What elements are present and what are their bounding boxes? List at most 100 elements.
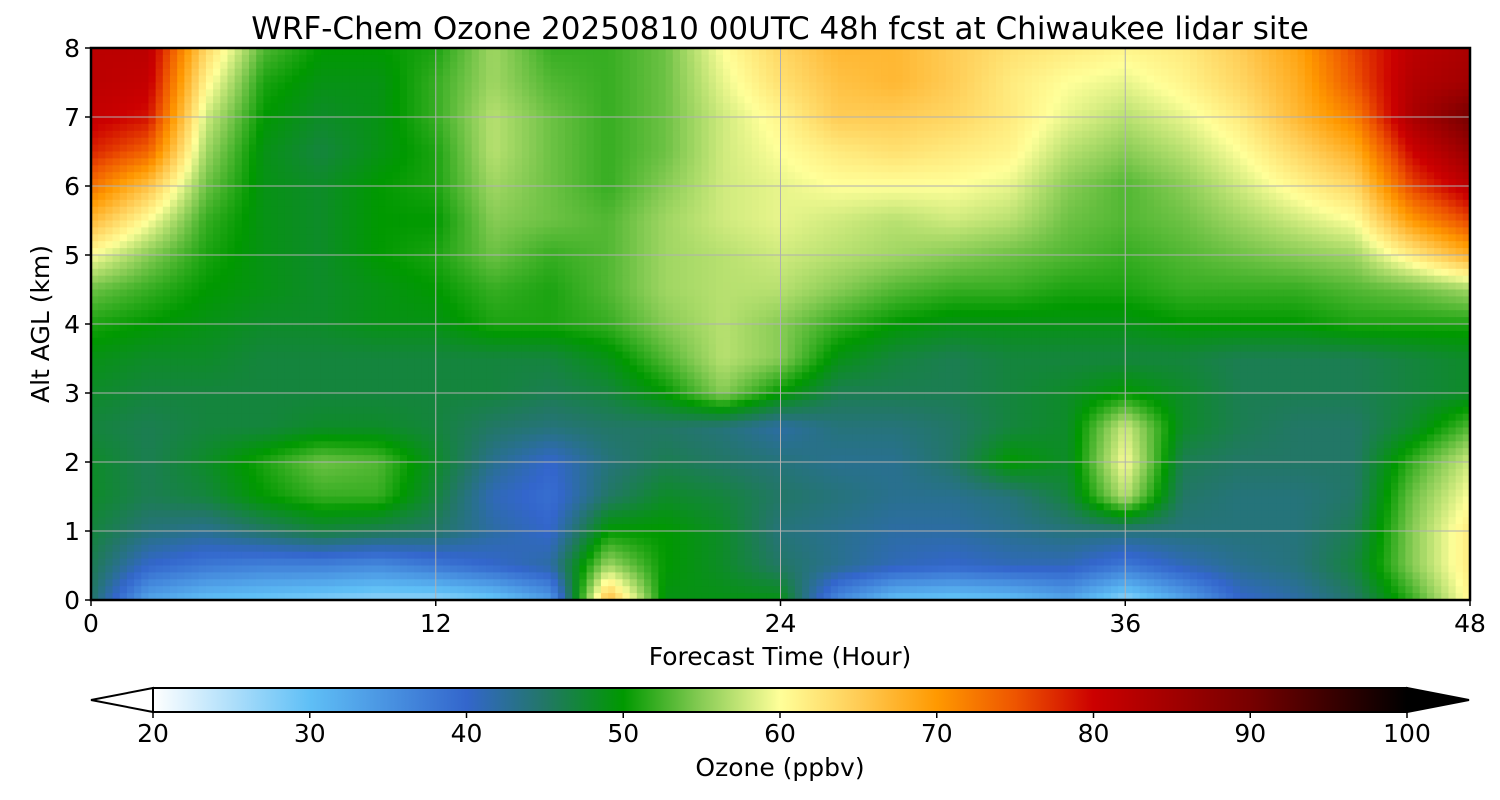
heatmap-cell xyxy=(1426,110,1435,118)
heatmap-cell xyxy=(1182,179,1191,187)
heatmap-cell xyxy=(938,110,947,118)
heatmap-cell xyxy=(198,96,207,104)
heatmap-cell xyxy=(119,103,128,111)
heatmap-cell xyxy=(256,75,264,84)
heatmap-cell xyxy=(213,82,221,90)
heatmap-cell xyxy=(1024,48,1033,56)
heatmap-cell xyxy=(191,186,200,194)
heatmap-cell xyxy=(837,82,846,90)
heatmap-cell xyxy=(205,123,214,132)
heatmap-cell xyxy=(1355,179,1363,187)
heatmap-cell xyxy=(442,186,451,194)
heatmap-cell xyxy=(1168,151,1177,159)
heatmap-cell xyxy=(486,48,494,56)
heatmap-cell xyxy=(744,158,753,166)
heatmap-cell xyxy=(1010,179,1019,187)
heatmap-cell xyxy=(565,165,573,173)
heatmap-cell xyxy=(744,199,753,208)
heatmap-cell xyxy=(442,151,451,159)
heatmap-cell xyxy=(220,89,229,97)
heatmap-cell xyxy=(694,172,703,180)
heatmap-cell xyxy=(1254,110,1263,118)
heatmap-cell xyxy=(328,151,336,159)
heatmap-cell xyxy=(866,96,875,104)
heatmap-cell xyxy=(435,75,444,84)
heatmap-cell xyxy=(105,165,114,173)
heatmap-cell xyxy=(924,89,932,97)
heatmap-cell xyxy=(773,172,782,180)
heatmap-cell xyxy=(421,130,430,139)
heatmap-cell xyxy=(873,199,882,208)
heatmap-cell xyxy=(787,151,796,159)
heatmap-cell xyxy=(644,68,652,77)
heatmap-cell xyxy=(1261,206,1270,215)
heatmap-cell xyxy=(1448,158,1457,166)
heatmap-cell xyxy=(988,48,997,56)
heatmap-cell xyxy=(134,68,142,77)
heatmap-cell xyxy=(414,48,422,56)
heatmap-cell xyxy=(924,68,932,77)
heatmap-cell xyxy=(737,151,746,159)
heatmap-cell xyxy=(715,172,724,180)
heatmap-cell xyxy=(1067,110,1076,118)
heatmap-cell xyxy=(888,54,897,63)
heatmap-cell xyxy=(1053,172,1062,180)
heatmap-cell xyxy=(845,144,853,153)
heatmap-cell xyxy=(234,179,243,187)
heatmap-cell xyxy=(1362,199,1371,208)
heatmap-cell xyxy=(1340,68,1349,77)
heatmap-cell xyxy=(1362,186,1371,194)
heatmap-cell xyxy=(629,96,638,104)
heatmap-cell xyxy=(1419,186,1428,194)
heatmap-cell xyxy=(98,199,106,208)
heatmap-cell xyxy=(349,206,358,215)
heatmap-cell xyxy=(1118,165,1126,173)
heatmap-cell xyxy=(349,89,358,97)
heatmap-cell xyxy=(608,192,616,201)
heatmap-cell xyxy=(270,206,279,215)
heatmap-cell xyxy=(737,213,746,222)
heatmap-cell xyxy=(916,68,925,77)
heatmap-cell xyxy=(392,61,401,70)
heatmap-cell xyxy=(363,179,372,187)
heatmap-cell xyxy=(198,144,207,153)
heatmap-cell xyxy=(1053,213,1062,222)
heatmap-cell xyxy=(1132,151,1141,159)
heatmap-cell xyxy=(421,165,430,173)
heatmap-cell xyxy=(356,151,365,159)
heatmap-cell xyxy=(600,68,609,77)
heatmap-cell xyxy=(780,137,789,146)
heatmap-cell xyxy=(931,165,940,173)
heatmap-cell xyxy=(1276,186,1284,194)
heatmap-cell xyxy=(1225,130,1234,139)
heatmap-cell xyxy=(1103,82,1112,90)
heatmap-cell xyxy=(586,96,595,104)
heatmap-cell xyxy=(586,192,595,201)
heatmap-cell xyxy=(227,68,236,77)
heatmap-cell xyxy=(672,158,681,166)
heatmap-cell xyxy=(1089,75,1098,84)
heatmap-cell xyxy=(938,137,947,146)
heatmap-cell xyxy=(1261,144,1270,153)
heatmap-cell xyxy=(988,137,997,146)
heatmap-cell xyxy=(112,172,121,180)
heatmap-cell xyxy=(1010,68,1019,77)
heatmap-cell xyxy=(177,103,185,111)
heatmap-cell xyxy=(1039,110,1047,118)
heatmap-cell xyxy=(1175,213,1184,222)
heatmap-cell xyxy=(586,206,595,215)
heatmap-cell xyxy=(672,179,681,187)
heatmap-cell xyxy=(299,192,308,201)
heatmap-cell xyxy=(1182,199,1191,208)
heatmap-cell xyxy=(1283,123,1292,132)
heatmap-cell xyxy=(852,82,861,90)
heatmap-cell xyxy=(1146,117,1155,125)
heatmap-cell xyxy=(399,165,408,173)
heatmap-cell xyxy=(1132,165,1141,173)
heatmap-cell xyxy=(952,110,961,118)
heatmap-cell xyxy=(500,130,509,139)
heatmap-cell xyxy=(1455,199,1464,208)
heatmap-cell xyxy=(1125,158,1134,166)
heatmap-cell xyxy=(205,110,214,118)
heatmap-cell xyxy=(873,117,882,125)
